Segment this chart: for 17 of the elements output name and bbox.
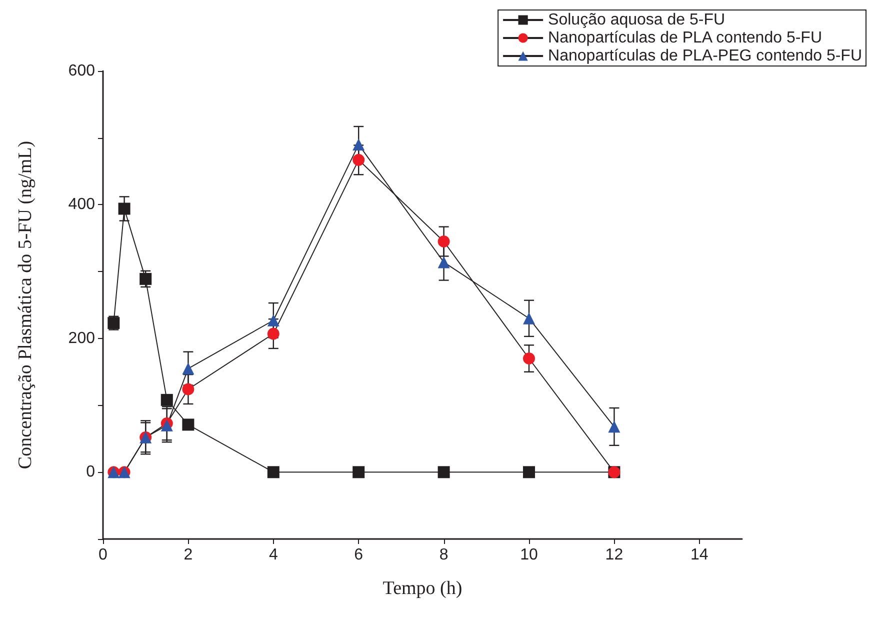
y-tick-label: 200 xyxy=(68,330,96,347)
x-tick-label: 6 xyxy=(354,546,364,564)
x-tick-label: 0 xyxy=(98,546,108,564)
x-tick-label: 4 xyxy=(268,546,278,564)
x-tick-label: 2 xyxy=(184,546,193,564)
y-tick-label: 600 xyxy=(68,62,96,80)
legend-label: Solução aquosa de 5-FU xyxy=(548,12,726,28)
x-tick-label: 10 xyxy=(520,546,538,564)
x-tick-label: 12 xyxy=(605,546,624,564)
x-tick-label: 8 xyxy=(439,546,448,564)
y-tick-label: 400 xyxy=(68,196,96,214)
legend-label: Nanopartículas de PLA contendo 5-FU xyxy=(548,30,822,46)
x-tick-label: 14 xyxy=(690,546,708,564)
legend-label: Nanopartículas de PLA-PEG contendo 5-FU xyxy=(548,48,862,64)
y-tick-label: 0 xyxy=(86,464,96,481)
y-axis-title: Concentração Plasmática do 5-FU (ng/mL) xyxy=(15,140,36,470)
x-axis-title: Tempo (h) xyxy=(382,578,462,599)
